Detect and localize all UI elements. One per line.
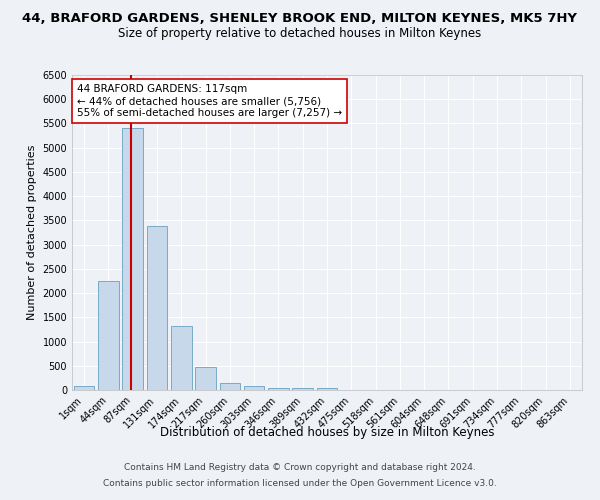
Y-axis label: Number of detached properties: Number of detached properties [27,145,37,320]
Bar [122,128,143,390]
Text: Distribution of detached houses by size in Milton Keynes: Distribution of detached houses by size … [160,426,494,439]
Text: Contains public sector information licensed under the Open Government Licence v3: Contains public sector information licen… [103,478,497,488]
Bar [244,386,265,390]
Bar [292,388,313,390]
Bar [171,326,191,390]
Bar [220,382,240,390]
Text: 44 BRAFORD GARDENS: 117sqm
← 44% of detached houses are smaller (5,756)
55% of s: 44 BRAFORD GARDENS: 117sqm ← 44% of deta… [77,84,342,117]
Bar [74,386,94,390]
Bar [146,226,167,390]
Bar [317,388,337,390]
Text: Size of property relative to detached houses in Milton Keynes: Size of property relative to detached ho… [118,28,482,40]
Text: Contains HM Land Registry data © Crown copyright and database right 2024.: Contains HM Land Registry data © Crown c… [124,464,476,472]
Bar [268,388,289,390]
Bar [98,281,119,390]
Bar [195,367,216,390]
Text: 44, BRAFORD GARDENS, SHENLEY BROOK END, MILTON KEYNES, MK5 7HY: 44, BRAFORD GARDENS, SHENLEY BROOK END, … [23,12,577,26]
